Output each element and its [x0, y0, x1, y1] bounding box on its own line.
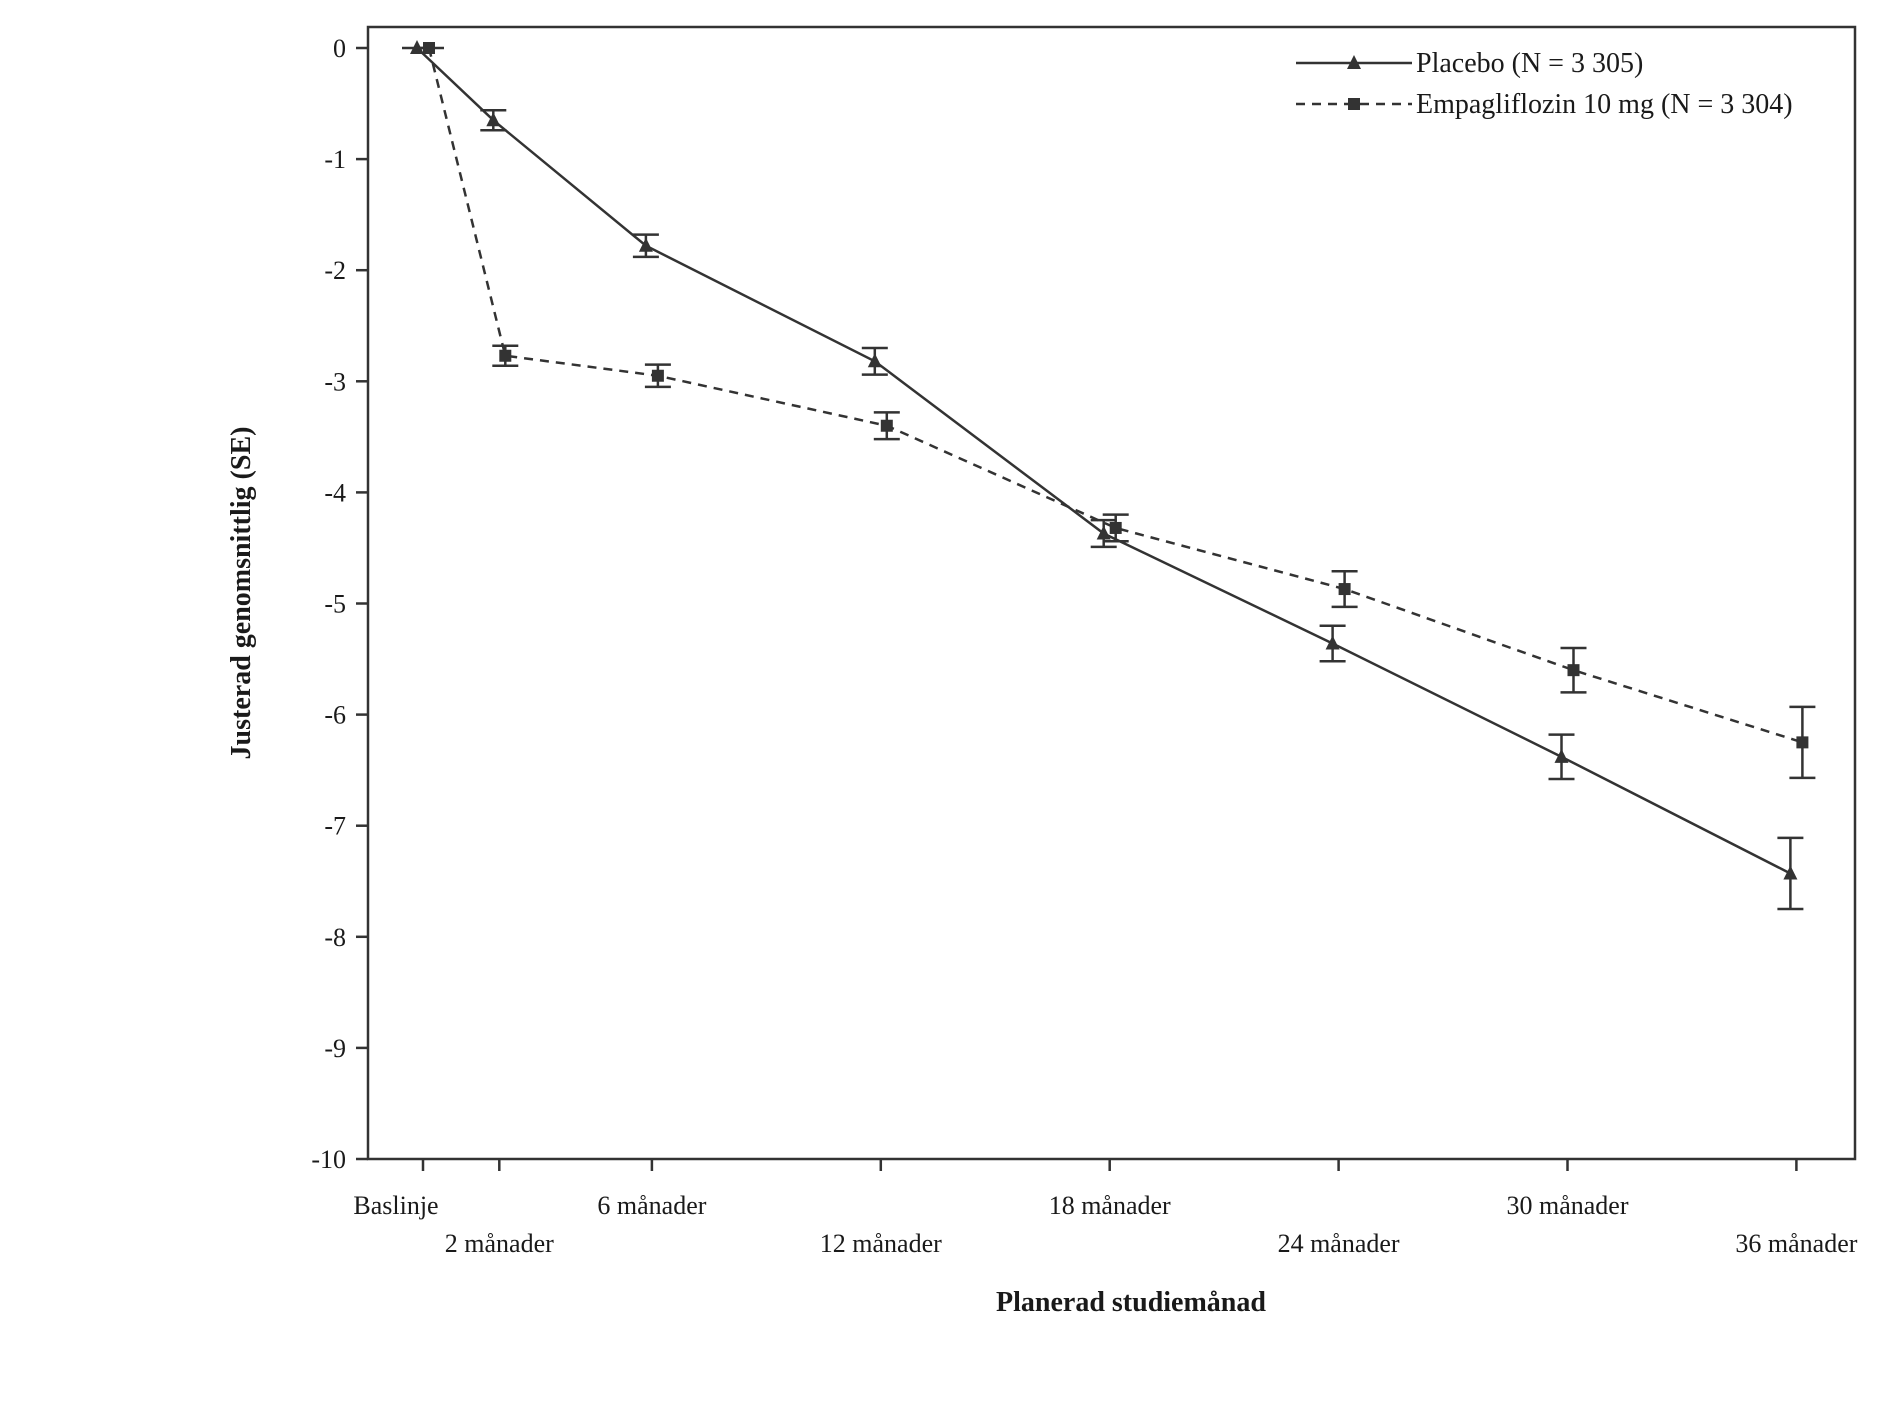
data-point-square: [1338, 583, 1351, 596]
data-point-triangle: [867, 353, 882, 368]
data-point-triangle: [1783, 865, 1798, 880]
data-point-triangle: [1096, 525, 1111, 540]
data-point-square: [880, 419, 893, 432]
legend-label: Placebo (N = 3 305): [1416, 48, 1643, 79]
y-tick-label: 0: [333, 34, 346, 63]
data-point-triangle: [1325, 635, 1340, 650]
x-tick-label: Baslinje: [353, 1191, 438, 1220]
y-tick-label: -5: [324, 590, 346, 619]
data-point-square: [1109, 521, 1122, 534]
data-point-square: [423, 42, 435, 54]
y-tick-label: -2: [324, 256, 346, 285]
x-tick-label: 30 månader: [1506, 1191, 1628, 1220]
y-tick-label: -6: [324, 701, 346, 730]
data-point-square: [1567, 664, 1580, 677]
data-point-triangle: [1554, 748, 1569, 763]
series-placebo: [402, 40, 1804, 911]
plot-frame: [366, 25, 1857, 1161]
legend-label: Empagliflozin 10 mg (N = 3 304): [1416, 89, 1793, 120]
data-point-triangle: [486, 112, 501, 127]
data-point-square: [1796, 736, 1809, 749]
x-tick-label: 36 månader: [1735, 1229, 1857, 1258]
y-tick-label: -9: [324, 1034, 346, 1063]
x-tick-label: 6 månader: [597, 1191, 706, 1220]
legend-marker-square: [1348, 98, 1360, 110]
y-tick-label: -4: [324, 478, 346, 507]
x-tick-label: 18 månader: [1049, 1191, 1171, 1220]
data-point-triangle: [638, 237, 653, 252]
x-tick-label: 12 månader: [820, 1229, 942, 1258]
series-layer: [402, 40, 1816, 911]
series-line: [416, 47, 1791, 875]
series-line: [427, 47, 1803, 744]
x-tick-label: 2 månader: [445, 1229, 554, 1258]
legend-marker-triangle: [1347, 55, 1361, 69]
y-tick-label: -1: [324, 145, 346, 174]
y-tick-label: -8: [324, 923, 346, 952]
series-empagliflozin: [414, 42, 1816, 780]
data-point-square: [651, 369, 664, 382]
y-tick-label: -10: [311, 1145, 346, 1174]
y-tick-label: -7: [324, 812, 346, 841]
x-axis-title: Planerad studiemånad: [996, 1287, 1266, 1318]
y-tick-label: -3: [324, 367, 346, 396]
data-point-square: [499, 349, 512, 362]
x-tick-label: 24 månader: [1278, 1229, 1400, 1258]
y-axis: 0 -1 -2 -3 -4 -5 -6 -7 -8 -9 -10: [311, 34, 368, 1174]
legend: Placebo (N = 3 305) Empagliflozin 10 mg (…: [1296, 48, 1793, 120]
y-axis-title: Justerad genomsnittlig (SE): [226, 427, 257, 760]
